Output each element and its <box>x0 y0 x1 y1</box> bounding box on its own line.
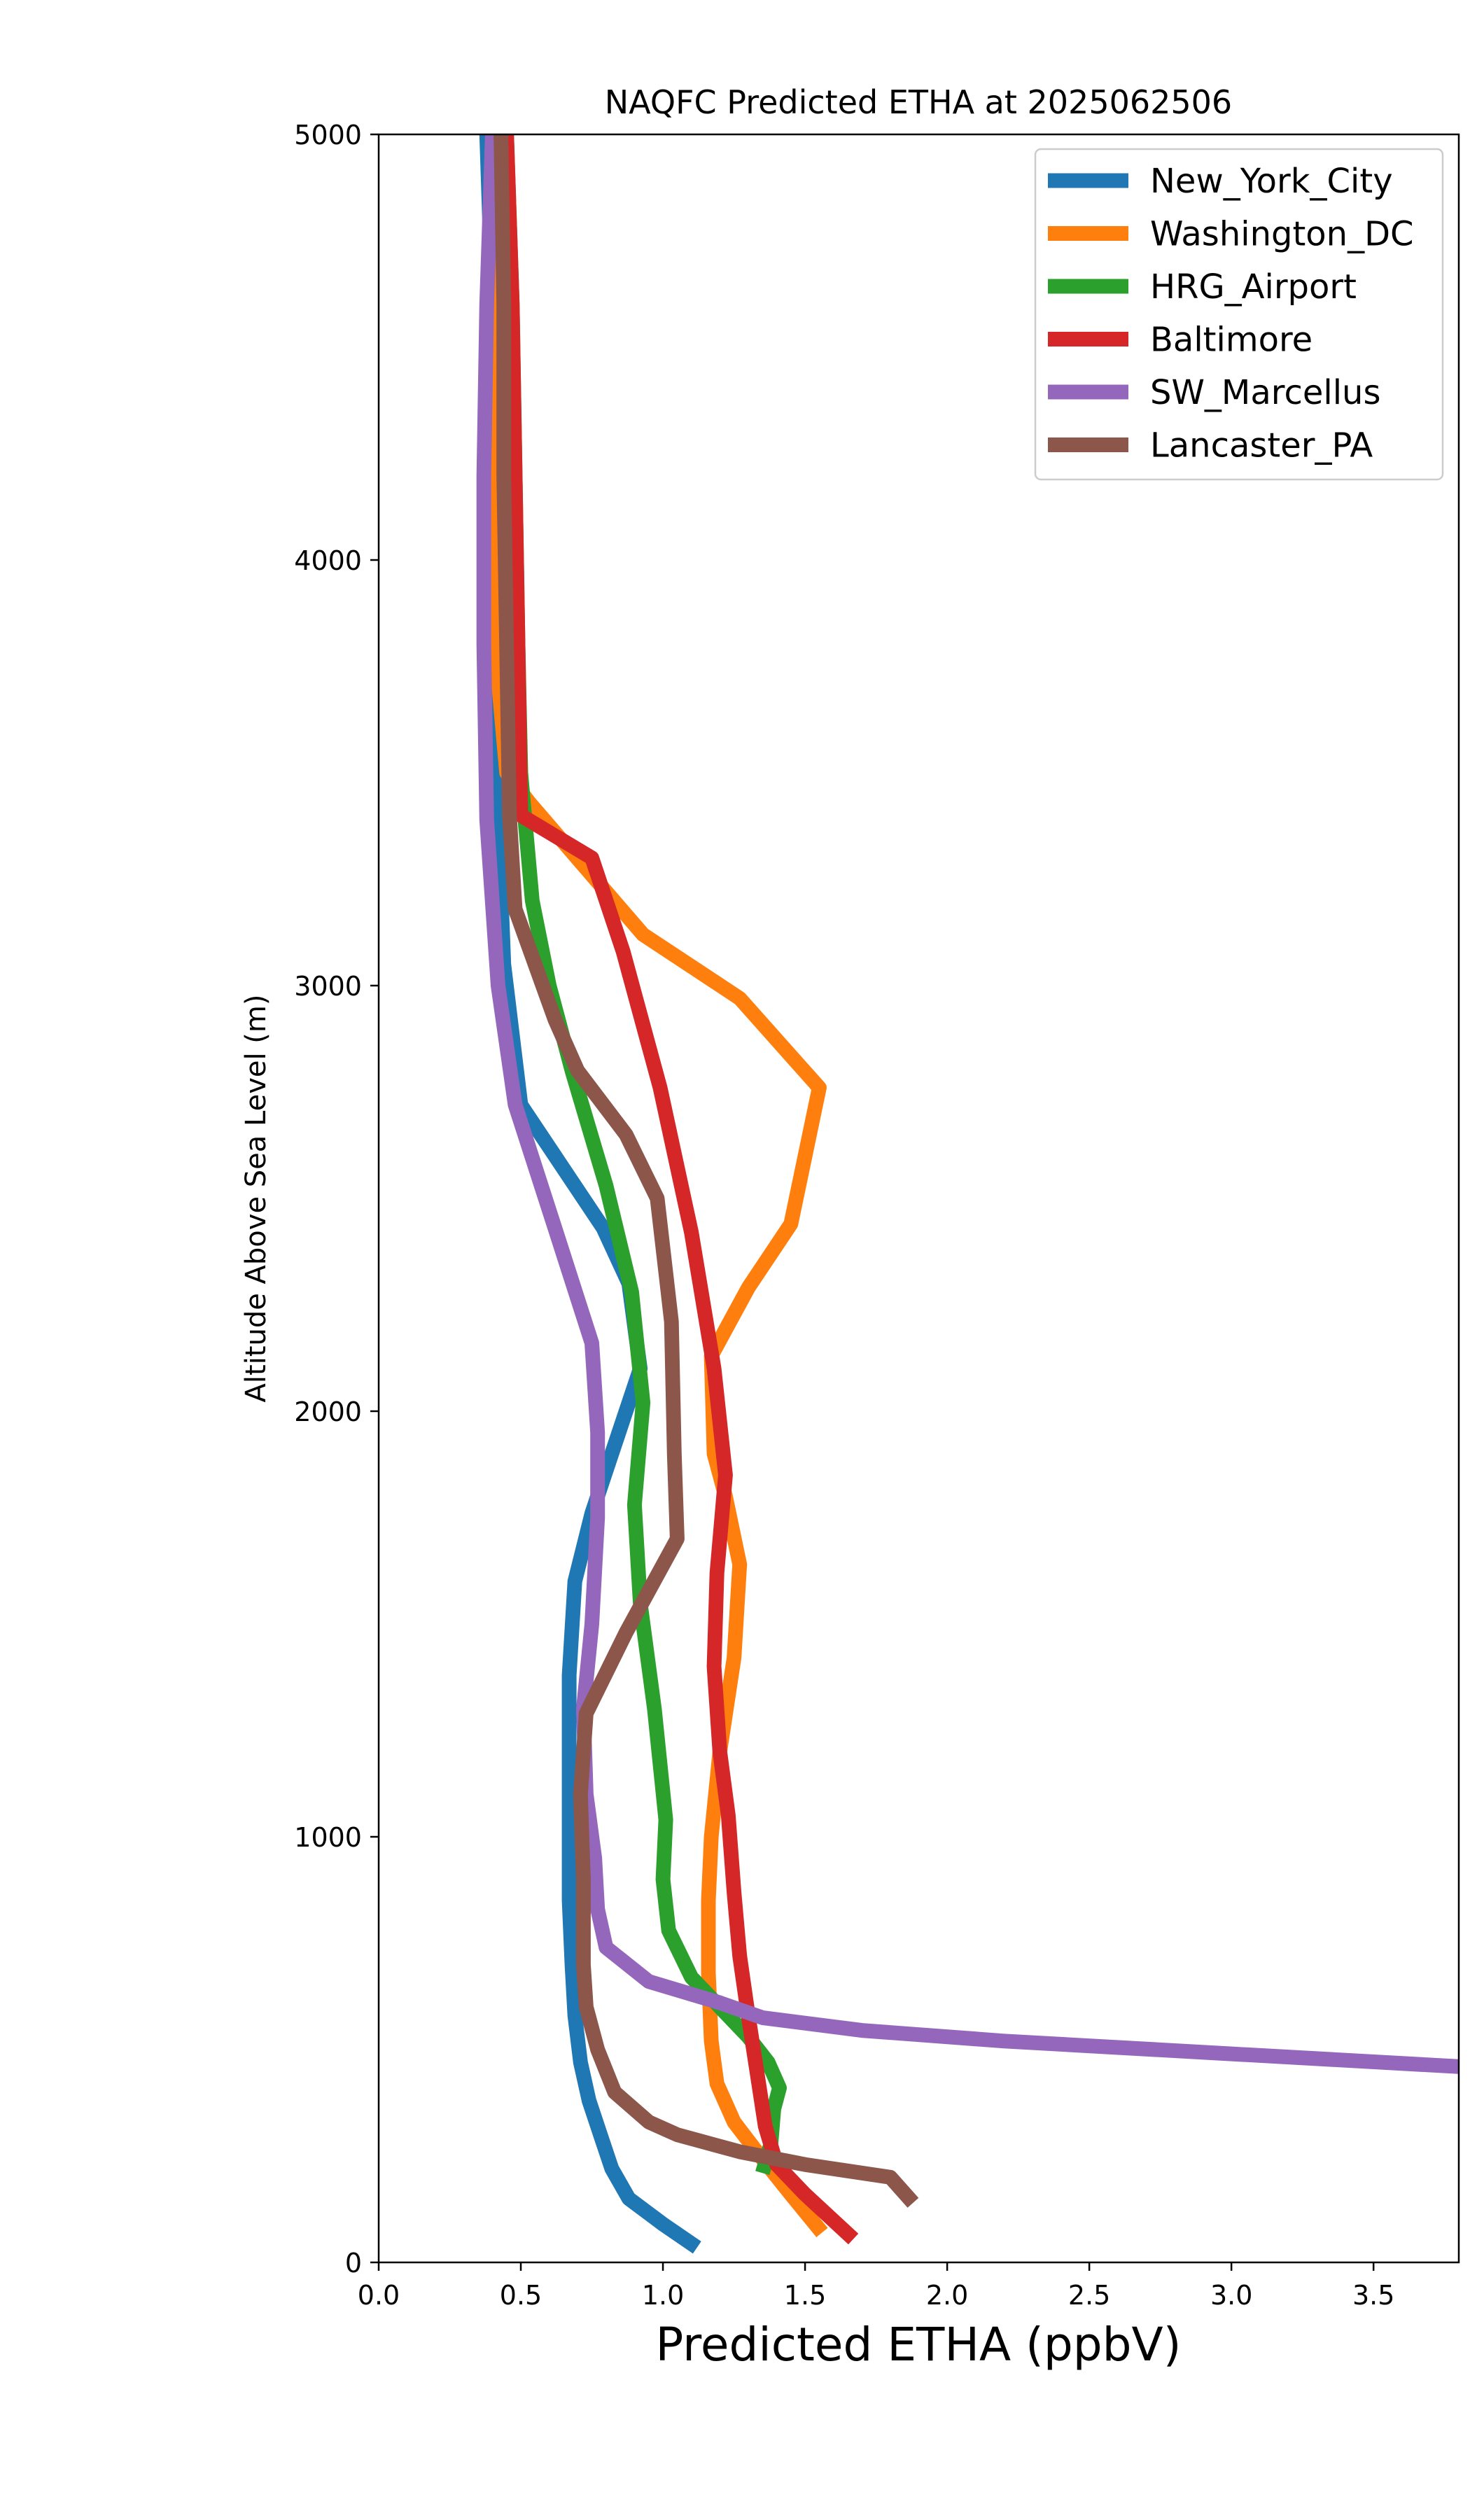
legend-label-new-york-city: New_York_City <box>1150 162 1393 201</box>
axis-ticks: 0.0 0.5 1.0 1.5 2.0 2.5 3.0 3.5 0 1000 2000 3000 400… <box>294 120 1394 2311</box>
legend-label-lancaster-pa: Lancaster_PA <box>1150 426 1373 465</box>
legend-label-hrg-airport: HRG_Airport <box>1150 267 1357 307</box>
y-tick-label: 0 <box>345 2248 362 2278</box>
legend-label-washington-dc: Washington_DC <box>1150 215 1414 254</box>
series-layer <box>476 134 1459 2254</box>
x-tick-label: 0.0 <box>358 2280 400 2311</box>
plot-frame <box>377 133 1460 2264</box>
chart-title: NAQFC Predicted ETHA at 2025062506 <box>605 83 1232 121</box>
series-line-baltimore <box>499 134 859 2245</box>
y-tick-label: 2000 <box>294 1396 362 1427</box>
x-tick-label: 3.5 <box>1352 2280 1394 2311</box>
y-axis-label: Altitude Above Sea Level (m) <box>240 995 272 1403</box>
y-tick-label: 5000 <box>294 120 362 150</box>
x-tick-label: 2.0 <box>926 2280 968 2311</box>
series-line-sw-marcellus <box>476 134 1459 2074</box>
x-tick-label: 1.0 <box>642 2280 684 2311</box>
legend-label-sw-marcellus: SW_Marcellus <box>1150 373 1380 412</box>
x-tick-label: 2.5 <box>1068 2280 1110 2311</box>
x-axis-label: Predicted ETHA (ppbV) <box>656 2318 1182 2372</box>
legend: New_York_City Washington_DC HRG_Airport Bal… <box>1034 148 1444 481</box>
x-tick-label: 1.5 <box>784 2280 826 2311</box>
series-line-new-york-city <box>479 134 701 2254</box>
x-tick-label: 3.0 <box>1210 2280 1252 2311</box>
x-tick-label: 0.5 <box>500 2280 542 2311</box>
y-tick-label: 1000 <box>294 1822 362 1853</box>
legend-frame <box>1034 148 1444 481</box>
plot-area-background <box>379 134 1459 2262</box>
series-line-lancaster-pa <box>493 134 919 2208</box>
legend-label-baltimore: Baltimore <box>1150 321 1312 360</box>
y-tick-label: 3000 <box>294 971 362 1002</box>
y-tick-label: 4000 <box>294 545 362 576</box>
